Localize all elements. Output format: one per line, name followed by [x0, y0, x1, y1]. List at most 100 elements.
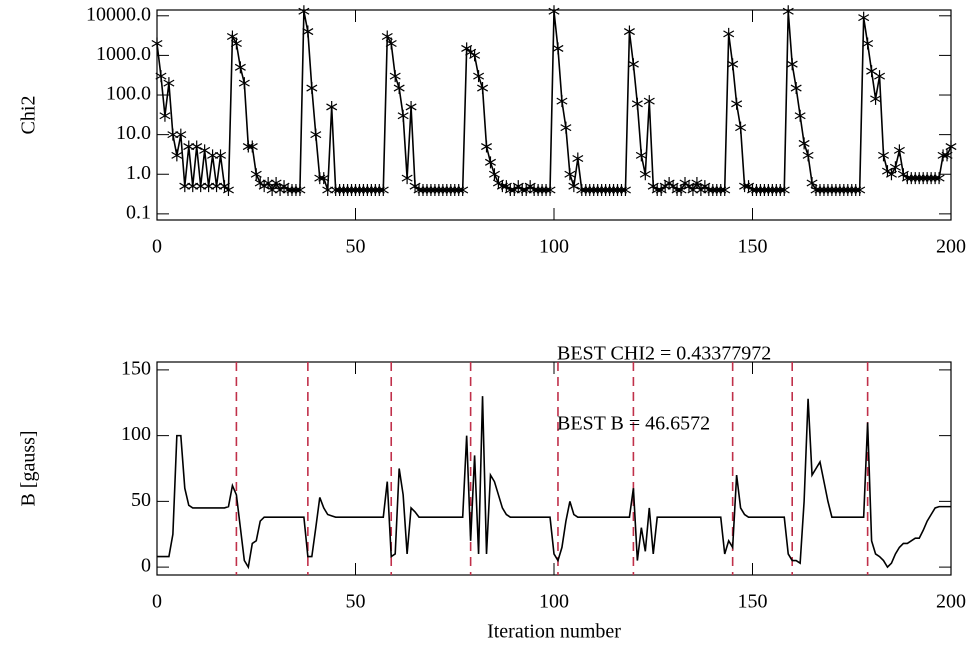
asterisk-marker [207, 149, 219, 162]
asterisk-marker [294, 184, 306, 197]
asterisk-marker [719, 184, 731, 197]
asterisk-marker [623, 25, 635, 38]
asterisk-marker [250, 168, 262, 181]
asterisk-marker [639, 168, 651, 181]
asterisk-marker [854, 184, 866, 197]
asterisk-marker [457, 184, 469, 197]
asterisk-marker [735, 121, 747, 134]
x-axis-label: Iteration number [487, 621, 621, 643]
y-axis-label: Chi2 [18, 96, 40, 135]
x-tick-label: 0 [152, 236, 162, 258]
y-tick-label: 0.1 [126, 201, 151, 223]
asterisk-marker [778, 184, 790, 197]
x-tick-label: 0 [152, 591, 162, 613]
asterisk-marker [878, 149, 890, 162]
x-tick-label: 200 [936, 591, 966, 613]
asterisk-marker [731, 97, 743, 110]
asterisk-marker [870, 92, 882, 105]
asterisk-marker [790, 82, 802, 95]
asterisk-marker [326, 100, 338, 113]
asterisk-marker [151, 37, 163, 50]
asterisk-marker [635, 149, 647, 162]
y-tick-label: 50 [131, 489, 151, 511]
asterisk-marker [794, 109, 806, 122]
asterisk-marker [222, 184, 234, 197]
asterisk-marker [862, 37, 874, 50]
asterisk-marker [298, 5, 310, 18]
asterisk-marker [619, 184, 631, 197]
asterisk-marker [393, 82, 405, 95]
asterisk-marker [631, 97, 643, 110]
asterisk-marker [564, 168, 576, 181]
asterisk-marker [310, 128, 322, 141]
asterisk-marker [163, 77, 175, 90]
asterisk-marker [401, 172, 413, 185]
asterisk-marker [211, 180, 223, 193]
x-tick-label: 50 [346, 591, 366, 613]
asterisk-marker [159, 109, 171, 122]
asterisk-marker [203, 180, 215, 193]
asterisk-marker [469, 49, 481, 62]
data-line [156, 11, 952, 192]
asterisk-marker [322, 184, 334, 197]
asterisk-marker [171, 149, 183, 162]
asterisk-marker [568, 180, 580, 193]
asterisk-marker [183, 140, 195, 153]
asterisk-marker [858, 11, 870, 24]
asterisk-marker [723, 27, 735, 40]
asterisk-marker [544, 184, 556, 197]
asterisk-marker [874, 70, 886, 83]
x-tick-label: 50 [346, 236, 366, 258]
asterisk-marker [215, 149, 227, 162]
asterisk-marker [481, 140, 493, 153]
x-tick-label: 100 [539, 236, 569, 258]
y-tick-label: 1.0 [126, 162, 151, 184]
asterisk-marker [377, 184, 389, 197]
y-tick-label: 100 [121, 423, 151, 445]
data-line [157, 396, 951, 570]
asterisk-marker [385, 37, 397, 50]
asterisk-marker [302, 25, 314, 38]
y-tick-label: 1000.0 [96, 43, 151, 65]
asterisk-marker [893, 144, 905, 157]
asterisk-marker [560, 121, 572, 134]
x-tick-label: 200 [936, 236, 966, 258]
asterisk-marker [488, 168, 500, 181]
asterisk-marker [556, 95, 568, 108]
asterisk-marker [627, 58, 639, 71]
asterisk-marker [477, 82, 489, 95]
x-tick-label: 150 [738, 236, 768, 258]
asterisk-marker [306, 82, 318, 95]
asterisk-marker [191, 140, 203, 153]
asterisk-marker [238, 77, 250, 90]
annotation: BEST CHI2 = 0.43377972 [557, 343, 771, 365]
asterisk-marker [187, 180, 199, 193]
asterisk-marker [866, 65, 878, 78]
asterisk-marker [798, 137, 810, 150]
asterisk-marker [405, 100, 417, 113]
asterisk-marker [643, 95, 655, 108]
y-tick-label: 0 [141, 555, 151, 577]
asterisk-marker [397, 109, 409, 122]
y-tick-label: 100.0 [106, 83, 151, 105]
asterisk-marker [155, 70, 167, 83]
asterisk-marker [234, 61, 246, 74]
annotation: BEST B = 46.6572 [557, 413, 710, 435]
asterisk-marker [473, 70, 485, 83]
y-axis-label: B [gauss] [18, 430, 40, 506]
plot-frame [156, 361, 952, 576]
asterisk-marker [199, 144, 211, 157]
y-tick-label: 150 [121, 357, 151, 379]
asterisk-marker [945, 140, 957, 153]
asterisk-marker [195, 180, 207, 193]
x-tick-label: 100 [539, 591, 569, 613]
asterisk-marker [230, 37, 242, 50]
asterisk-marker [548, 5, 560, 18]
asterisk-marker [246, 140, 258, 153]
y-tick-label: 10000.0 [86, 3, 151, 25]
x-tick-label: 150 [738, 591, 768, 613]
asterisk-marker [727, 58, 739, 71]
asterisk-marker [933, 172, 945, 185]
asterisk-marker [782, 5, 794, 18]
